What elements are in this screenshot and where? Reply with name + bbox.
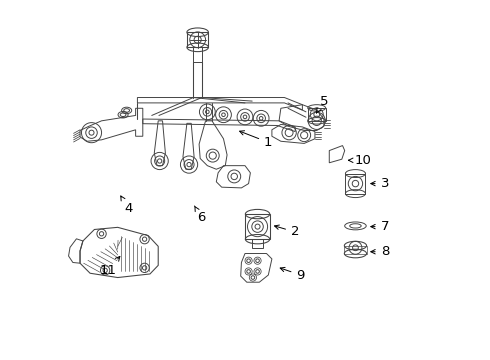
Text: 9: 9 [280,267,305,282]
Text: 6: 6 [195,206,205,224]
Text: 11: 11 [99,256,120,277]
Text: 7: 7 [371,220,389,233]
Bar [187,32,208,47]
Bar [345,174,366,194]
Text: 5: 5 [317,95,328,113]
Text: 8: 8 [371,245,389,258]
Text: 2: 2 [274,225,299,238]
Text: 1: 1 [240,131,272,149]
Bar [194,47,202,62]
Text: 4: 4 [121,196,133,215]
Bar [252,239,263,248]
Bar [308,108,326,121]
Bar [245,214,270,239]
Bar [344,246,367,253]
Text: 3: 3 [371,177,389,190]
Text: 10: 10 [348,154,372,167]
